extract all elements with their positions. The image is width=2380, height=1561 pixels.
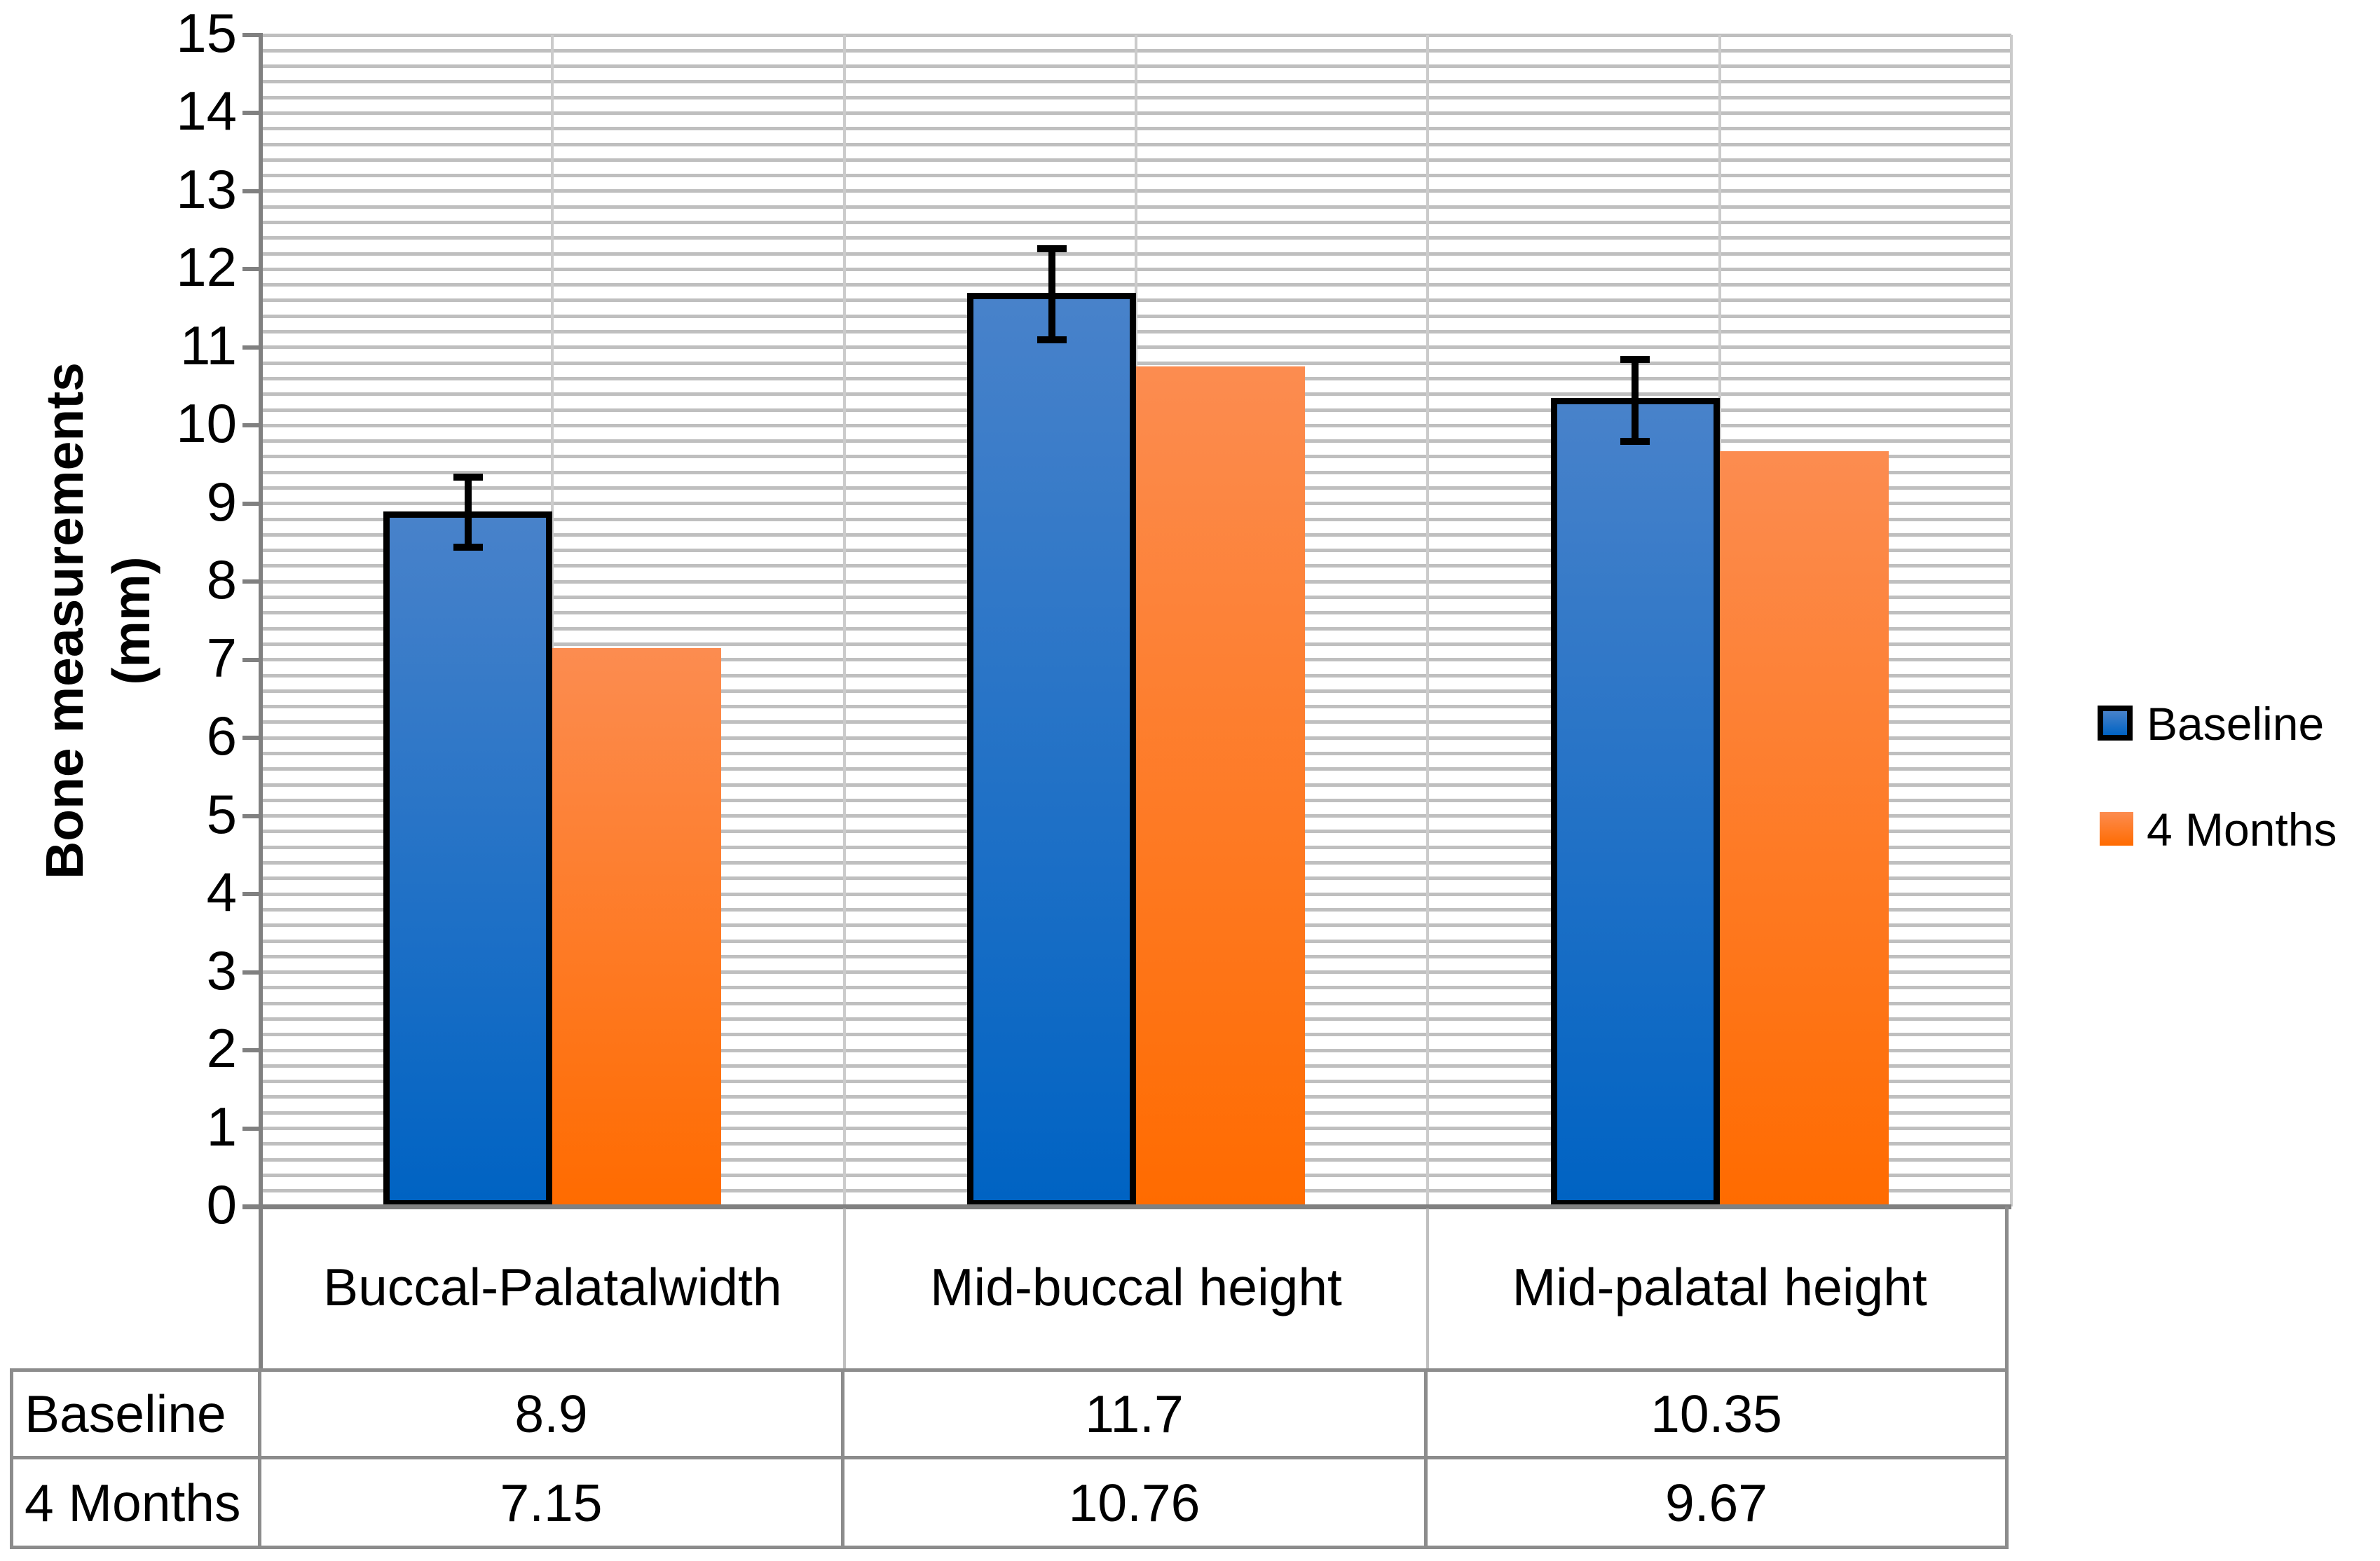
y-tick-mark <box>242 33 261 37</box>
y-tick-mark <box>242 111 261 116</box>
y-tick-label: 7 <box>206 626 237 689</box>
y-tick-mark <box>242 423 261 428</box>
vertical-gridline <box>842 35 846 1206</box>
error-bar-whisker <box>464 476 472 548</box>
y-tick-mark <box>242 267 261 272</box>
bar-baseline-1 <box>383 511 553 1206</box>
bar-4months-3 <box>1719 451 1889 1206</box>
category-label-2: Mid-buccal height <box>930 1258 1342 1317</box>
category-divider <box>1426 1209 1430 1368</box>
y-tick-label: 3 <box>206 939 237 1001</box>
y-tick-label: 5 <box>206 783 237 845</box>
vertical-gridline <box>551 35 554 1206</box>
table-value-cell: 8.9 <box>261 1372 844 1459</box>
y-tick-mark <box>242 736 261 741</box>
table-row-header-1: Baseline <box>13 1372 261 1459</box>
bar-baseline-3 <box>1550 398 1720 1206</box>
y-tick-label: 2 <box>206 1017 237 1079</box>
vertical-gridline <box>2010 35 2013 1206</box>
bar-4months-1 <box>552 648 722 1206</box>
error-bar-cap-top <box>1037 245 1067 253</box>
y-tick-label: 15 <box>176 1 237 64</box>
x-axis-line <box>242 1204 2011 1209</box>
y-tick-label: 8 <box>206 549 237 611</box>
table-value-cell: 9.67 <box>1665 1473 1767 1532</box>
y-tick-mark <box>242 345 261 350</box>
y-axis-line <box>259 33 263 1368</box>
y-tick-label: 6 <box>206 705 237 767</box>
y-tick-mark <box>242 657 261 662</box>
legend-swatch-baseline <box>2098 706 2133 741</box>
y-tick-mark <box>242 813 261 818</box>
table-value-cell: 10.76 <box>844 1459 1428 1546</box>
legend-swatch-4months <box>2100 812 2133 846</box>
error-bar-cap-bottom <box>1620 437 1650 445</box>
table-value-cell: 11.7 <box>844 1372 1428 1459</box>
y-tick-label: 4 <box>206 861 237 923</box>
error-bar-cap-bottom <box>453 544 483 551</box>
y-tick-mark <box>242 188 261 193</box>
legend-label-baseline: Baseline <box>2147 698 2325 750</box>
bar-4months-2 <box>1136 366 1305 1206</box>
y-tick-mark <box>242 501 261 506</box>
y-tick-label: 11 <box>180 314 237 376</box>
y-tick-mark <box>242 1048 261 1053</box>
category-strip-right-border <box>2005 1206 2009 1368</box>
error-bar-cap-top <box>453 473 483 481</box>
table-value-cell: 10.35 <box>1428 1372 2005 1459</box>
error-bar-cap-top <box>1620 355 1650 363</box>
y-tick-label: 14 <box>176 80 237 142</box>
vertical-gridline <box>1426 35 1430 1206</box>
y-tick-mark <box>242 892 261 897</box>
y-tick-label: 9 <box>206 470 237 532</box>
y-tick-label: 1 <box>206 1095 237 1157</box>
category-label-1: Buccal-Palatal width <box>323 1258 782 1317</box>
y-tick-label: 13 <box>176 158 237 220</box>
y-tick-mark <box>242 579 261 584</box>
data-table: Baseline 8.9 11.7 10.35 4 Months 7.15 10.76 9.6… <box>10 1368 2009 1549</box>
table-value-cell: 7.15 <box>261 1459 844 1546</box>
error-bar-whisker <box>1048 249 1055 340</box>
y-tick-label: 12 <box>176 236 237 298</box>
category-divider <box>842 1209 846 1368</box>
table-row-header-2: 4 Months <box>13 1459 261 1546</box>
y-tick-label: 10 <box>176 392 237 455</box>
legend-label-4months: 4 Months <box>2147 804 2337 855</box>
y-tick-label: 0 <box>206 1173 237 1235</box>
error-bar-cap-bottom <box>1037 336 1067 343</box>
bar-baseline-2 <box>967 292 1136 1206</box>
y-tick-mark <box>242 970 261 975</box>
category-label-3: Mid-palatal height <box>1512 1258 1927 1317</box>
error-bar-whisker <box>1632 359 1639 441</box>
y-tick-mark <box>242 1126 261 1131</box>
